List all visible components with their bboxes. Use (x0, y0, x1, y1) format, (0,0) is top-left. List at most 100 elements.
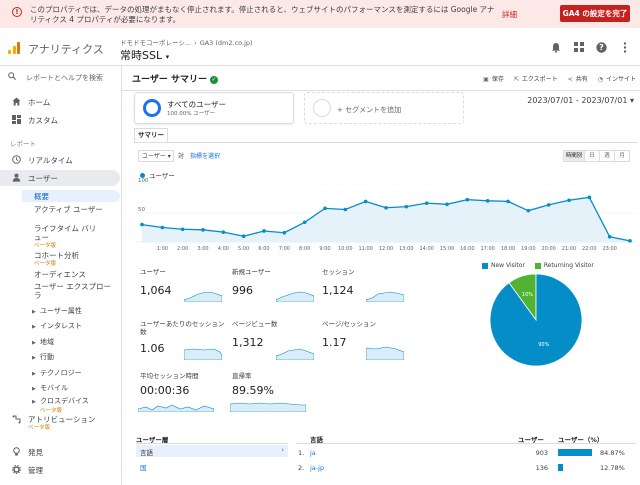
sidebar-item-attribution[interactable]: アトリビューション ベータ版 (0, 412, 120, 438)
breadcrumb-property[interactable]: GA3 (dm2.co.jp) (199, 39, 253, 47)
segment-all-users[interactable]: すべてのユーザー 100.00% ユーザー (134, 92, 294, 124)
sidebar-item-discover[interactable]: 発見 (0, 444, 120, 460)
tab-hourly[interactable]: 時間別 (563, 150, 585, 162)
sidebar-sub-cohort[interactable]: コホート分析 ベータ版 (34, 251, 79, 269)
col-users-pct: ユーザー（%） (558, 436, 604, 444)
scorecard-new-users[interactable]: 新規ユーザー 996 (228, 266, 314, 312)
property-name: 常時SSL (120, 49, 163, 62)
sidebar-item-admin[interactable]: 管理 (0, 462, 120, 478)
chart-legend: ユーザー (140, 170, 175, 180)
expand-icon: ▶ (32, 386, 36, 392)
sidebar-sub-behavior[interactable]: ▶ 行動 (32, 353, 54, 361)
sidebar-sub-overview[interactable]: 概要 (34, 192, 49, 201)
apps-icon[interactable] (573, 42, 584, 53)
scorecard-pages-per-session[interactable]: ページ/セッション 1.17 (318, 318, 404, 364)
beta-badge: ベータ版 (40, 408, 63, 414)
tab-day[interactable]: 日 (584, 150, 600, 162)
scorecard-pageviews[interactable]: ページビュー数 1,312 (228, 318, 314, 364)
pie-legend: New Visitor Returning Visitor (482, 262, 602, 269)
sidebar-sub-interests[interactable]: ▶ インタレスト (32, 322, 82, 330)
row-pct: 84.87% (600, 449, 625, 457)
export-button[interactable]: ⇱ エクスポート (513, 76, 558, 83)
tab-summary[interactable]: サマリー (134, 128, 168, 142)
metric-select[interactable]: ユーザー ▾ (138, 150, 174, 162)
breadcrumb-account[interactable]: ドモドモコーポレーシ... (120, 39, 192, 47)
scorecard-sessions[interactable]: セッション 1,124 (318, 266, 404, 312)
alert-detail-link[interactable]: 詳細 (502, 10, 517, 19)
dimension-country[interactable]: 国 (140, 464, 147, 472)
sidebar-sub-technology[interactable]: ▶ テクノロジー (32, 369, 82, 377)
pick-metric-link[interactable]: 指標を選択 (190, 153, 221, 160)
sidebar-sub-demographics[interactable]: ▶ ユーザー属性 (32, 307, 82, 315)
sidebar-sub-geo[interactable]: ▶ 地域 (32, 338, 54, 346)
expand-icon: ▶ (32, 324, 36, 330)
add-segment-button[interactable]: + セグメントを追加 (304, 92, 464, 124)
sidebar-sub-crossdevice[interactable]: ▶ クロスデバイス ベータ版 (32, 397, 89, 414)
search-placeholder: レポートとヘルプを検索 (26, 74, 103, 82)
sidebar-item-audience[interactable]: ユーザー (0, 170, 120, 186)
dimension-language[interactable]: 言語 › (136, 445, 288, 457)
search-icon (8, 72, 18, 82)
sidebar-item-realtime[interactable]: リアルタイム (0, 152, 120, 168)
ga4-setup-button[interactable]: GA4 の設定を完了 (560, 5, 630, 22)
sparkline (276, 348, 314, 360)
reports-section-label: レポート (10, 140, 36, 148)
sidebar-item-custom[interactable]: カスタム (0, 112, 120, 128)
data-point (241, 234, 246, 238)
row-language-link[interactable]: ja-jp (310, 464, 325, 472)
row-users: 136 (535, 464, 548, 472)
col-language: 言語 (310, 436, 323, 444)
scorecard-sessions-per-user[interactable]: ユーザーあたりのセッション数 1.06 (136, 318, 224, 364)
expand-icon: ▶ (32, 340, 36, 346)
save-button[interactable]: ▣ 保存 (483, 76, 504, 83)
legend-returning-visitor: Returning Visitor (534, 262, 594, 269)
tab-month[interactable]: 月 (614, 150, 630, 162)
sparkline (276, 291, 314, 302)
help-icon[interactable]: ? (596, 42, 607, 53)
scorecard-bounce-rate[interactable]: 直帰率 89.59% (228, 370, 314, 416)
svg-text:?: ? (599, 43, 604, 52)
row-pct-bar (558, 464, 564, 471)
divider (296, 443, 636, 444)
data-point (485, 199, 490, 203)
insights-button[interactable]: ◔ インサイト (597, 76, 636, 83)
caret-down-icon: ▾ (629, 96, 634, 105)
tab-week[interactable]: 週 (599, 150, 615, 162)
divider (136, 443, 288, 444)
sidebar-sub-user-explorer[interactable]: ユーザー エクスプローラ (34, 282, 112, 300)
date-range-picker[interactable]: 2023/07/01 - 2023/07/01 ▾ (527, 96, 634, 105)
row-pct: 12.78% (600, 464, 625, 472)
report-search[interactable]: レポートとヘルプを検索 (8, 72, 103, 83)
x-tick-label: 14:00 (419, 246, 433, 252)
main-content: ユーザー サマリー ✓ ▣ 保存 ⇱ エクスポート < 共有 ◔ インサイト すべてのユー… (122, 66, 640, 485)
bell-icon[interactable] (550, 42, 561, 53)
sidebar-item-home[interactable]: ホーム (0, 94, 120, 110)
scorecard-value: 1,124 (322, 284, 354, 297)
share-button[interactable]: < 共有 (567, 76, 588, 83)
x-tick-label: 13:00 (399, 246, 413, 252)
scorecard-users[interactable]: ユーザー 1,064 (136, 266, 222, 312)
series-area (142, 197, 630, 242)
data-point (262, 229, 266, 233)
sidebar-sub-active-users[interactable]: アクティブ ユーザー (34, 205, 103, 214)
sidebar-sub-lifetime-value[interactable]: ライフタイム バリュー ベータ版 (34, 224, 100, 251)
x-tick-label: 7:00 (279, 246, 290, 252)
sidebar-sub-audiences[interactable]: オーディエンス (34, 270, 86, 279)
verified-icon: ✓ (209, 75, 218, 84)
x-tick-label: 9:00 (319, 246, 330, 252)
sidebar-item-label: アトリビューション ベータ版 (28, 415, 98, 433)
expand-icon: ▶ (32, 355, 36, 361)
breadcrumb[interactable]: ドモドモコーポレーシ... › GA3 (dm2.co.jp) (120, 39, 253, 47)
data-point (140, 222, 144, 227)
chevron-right-icon: › (281, 446, 284, 454)
more-icon[interactable] (619, 42, 630, 53)
x-tick-label: 11:00 (358, 246, 372, 252)
sidebar-item-label: リアルタイム (28, 156, 73, 165)
property-selector[interactable]: 常時SSL ▾ (120, 47, 169, 63)
x-tick-label: 19:00 (521, 246, 535, 252)
sidebar-sub-mobile[interactable]: ▶ モバイル (32, 384, 68, 392)
scorecard-avg-session-duration[interactable]: 平均セッション時間 00:00:36 (136, 370, 222, 416)
sidebar-item-label: 発見 (28, 448, 43, 457)
row-language-link[interactable]: ja (310, 449, 316, 457)
scorecard-label: ページビュー数 (232, 320, 278, 328)
